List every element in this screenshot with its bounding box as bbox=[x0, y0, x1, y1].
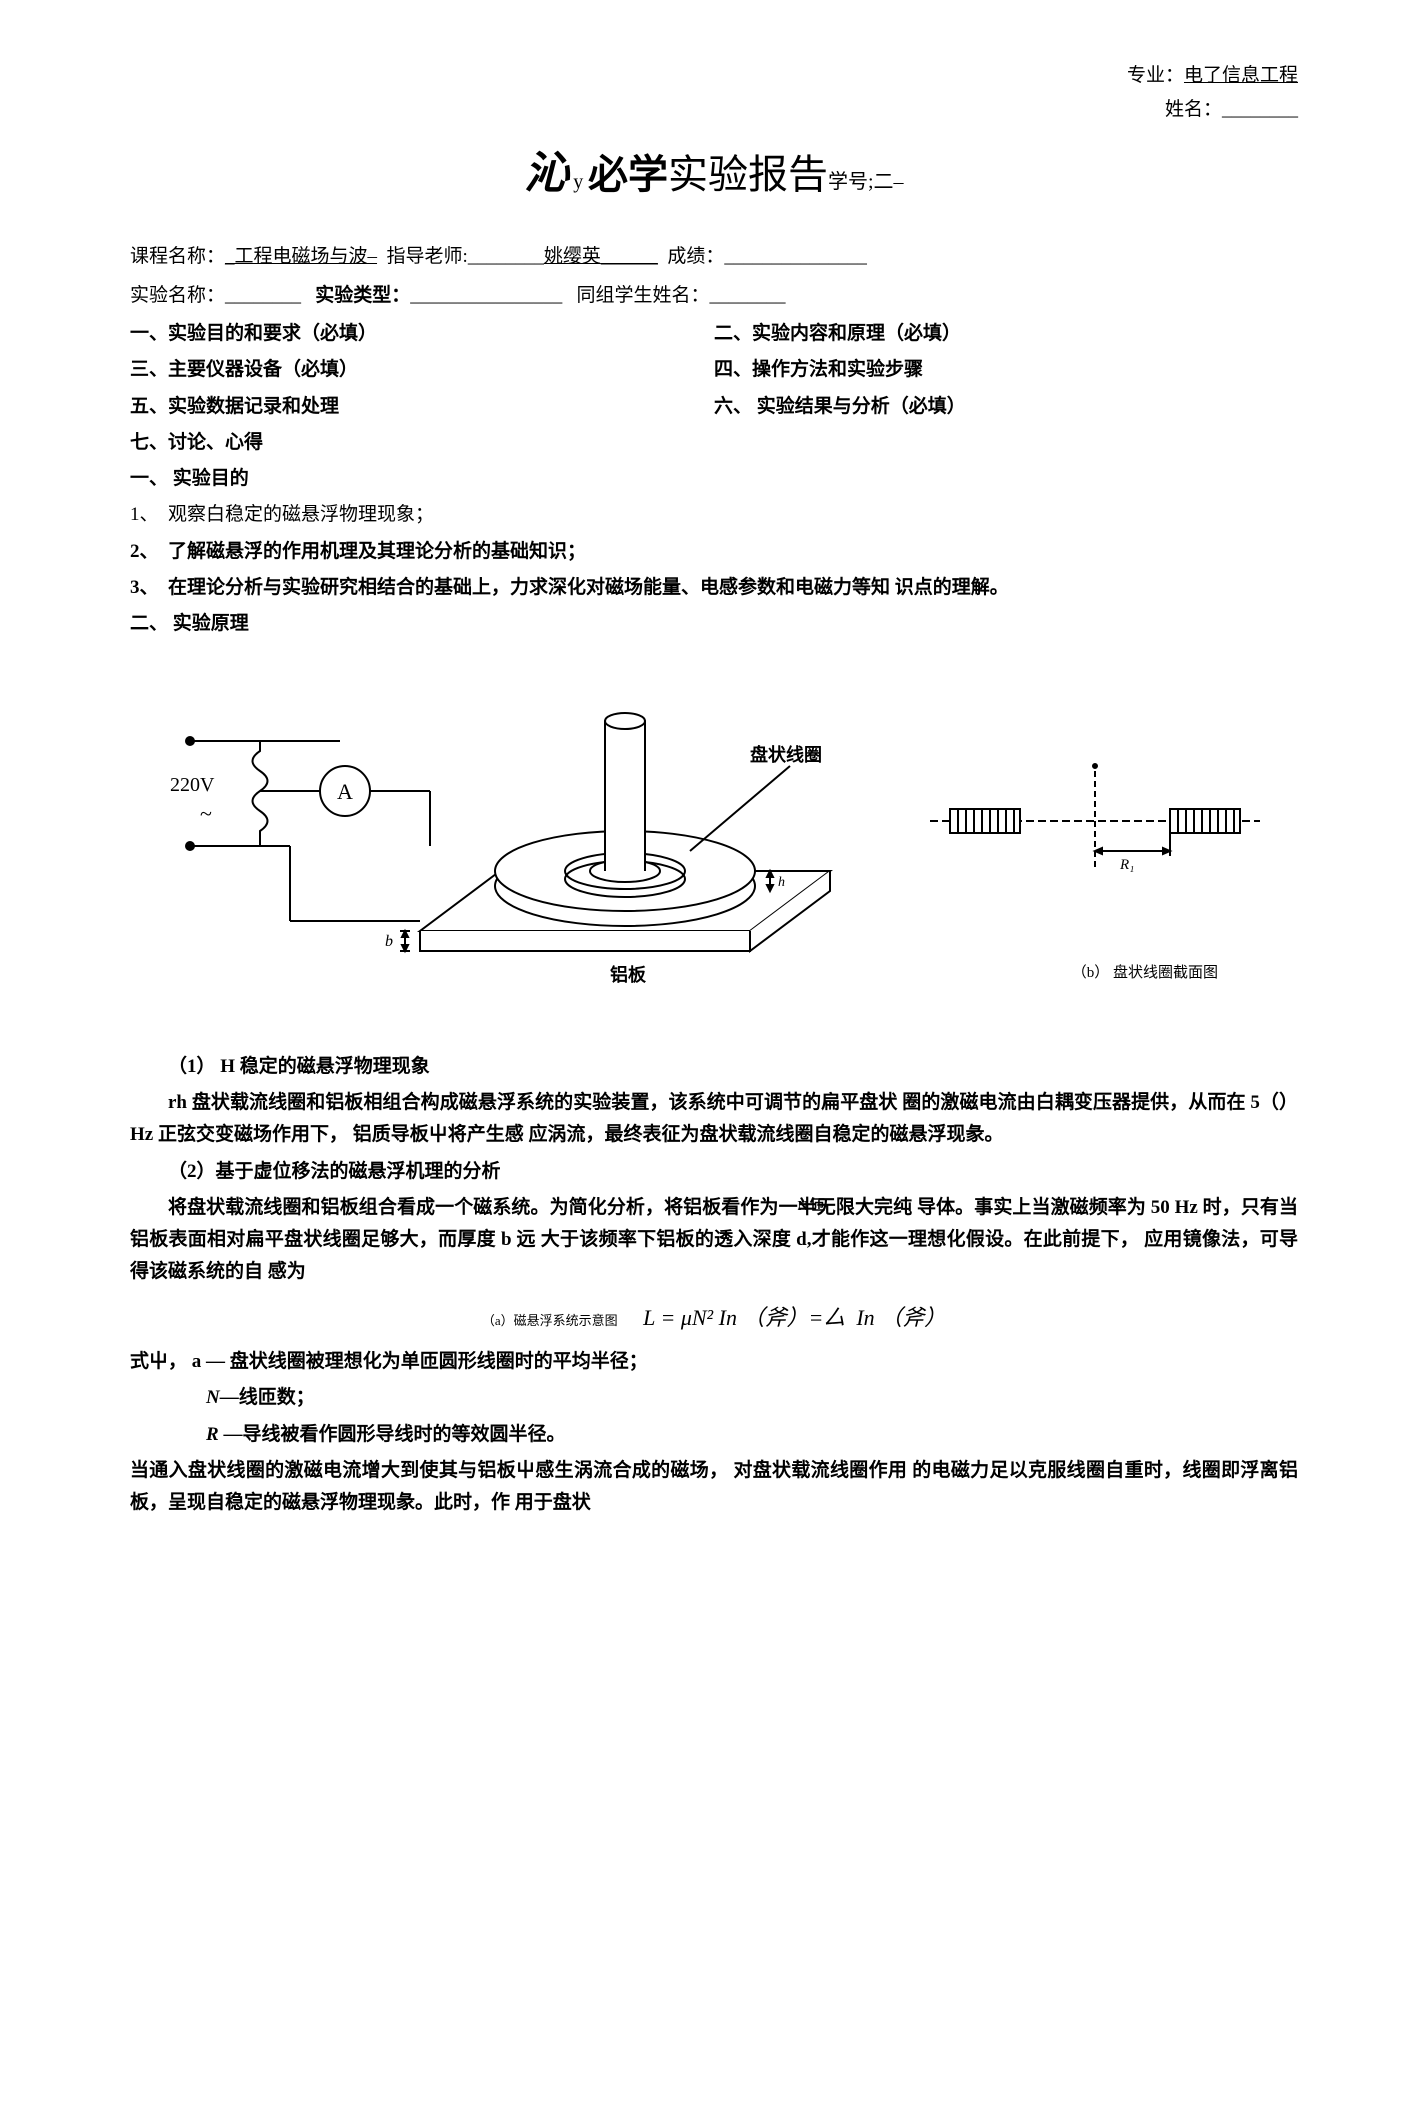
post-n-text: —线匝数； bbox=[220, 1387, 315, 1408]
sub1-body-text: rh 盘状载流线圈和铝板相组合构成磁悬浮系统的实验装置，该系统中可调节的扁平盘状… bbox=[130, 1092, 1298, 1145]
purpose-3: 3、 在理论分析与实验研究相结合的基础上，力求深化对磁场能量、电感参数和电磁力等… bbox=[130, 572, 1298, 604]
name-blank: ________ bbox=[1222, 99, 1298, 120]
major-label: 专业： bbox=[1127, 65, 1184, 86]
section-row-1: 一、实验目的和要求（必填） 二、实验内容和原理（必填） bbox=[130, 318, 1298, 350]
title-rest: 实验报告 bbox=[668, 152, 828, 197]
post-r: R —导线被看作圆形导线时的等效圆半径。 bbox=[206, 1419, 1298, 1451]
section-4: 四、操作方法和实验步骤 bbox=[714, 354, 1298, 386]
header-block: 专业：电了信息工程 姓名：________ bbox=[130, 60, 1298, 127]
svg-text:R₁: R₁ bbox=[1119, 857, 1134, 873]
title-script: 沁 bbox=[524, 149, 568, 198]
figure-b-caption: （b） 盘状线圈截面图 bbox=[1072, 961, 1218, 987]
svg-text:h: h bbox=[778, 875, 785, 890]
section-1: 一、实验目的和要求（必填） bbox=[130, 318, 714, 350]
group-label: 同组学生姓名： bbox=[577, 285, 710, 306]
heading-principle: 二、 实验原理 bbox=[130, 608, 1298, 640]
exp-name-label: 实验名称： bbox=[130, 285, 225, 306]
title-sub-y: y bbox=[573, 171, 583, 193]
title-suffix: 学号;二– bbox=[828, 171, 904, 193]
sub2-title: （2）基于虚位移法的磁悬浮机理的分析 bbox=[130, 1156, 1298, 1188]
course-label: 课程名称： bbox=[130, 246, 225, 267]
course-value: _工程电磁场与波– bbox=[225, 246, 377, 267]
meta-line-2: 实验名称：________ 实验类型：________________ 同组学生… bbox=[130, 280, 1298, 312]
heading-purpose: 一、 实验目的 bbox=[130, 463, 1298, 495]
final-para: 当通入盘状线圈的激磁电流增大到使其与铝板屮感生涡流合成的磁场， 对盘状载流线圈作… bbox=[130, 1455, 1298, 1520]
section-5: 五、实验数据记录和处理 bbox=[130, 391, 714, 423]
section-3: 三、主要仪器设备（必填） bbox=[130, 354, 714, 386]
grade-blank: _______________ bbox=[724, 246, 867, 267]
post-r-text: —导线被看作圆形导线时的等效圆半径。 bbox=[219, 1424, 566, 1445]
section-row-2: 三、主要仪器设备（必填） 四、操作方法和实验步骤 bbox=[130, 354, 1298, 386]
teacher-blank: ________ bbox=[468, 246, 544, 267]
exp-type-blank: ________________ bbox=[410, 285, 562, 306]
group-blank: ________ bbox=[710, 285, 786, 306]
svg-text:铝板: 铝板 bbox=[610, 964, 647, 985]
sub1-title: （1） H 稳定的磁悬浮物理现象 bbox=[130, 1051, 1298, 1083]
svg-text:~: ~ bbox=[200, 801, 212, 826]
meta-line-1: 课程名称：_工程电磁场与波– 指导老师:________姚缨英______ 成绩… bbox=[130, 241, 1298, 273]
sub1-body: rh 盘状载流线圈和铝板相组合构成磁悬浮系统的实验装置，该系统中可调节的扁平盘状… bbox=[130, 1087, 1298, 1152]
svg-text:220V: 220V bbox=[170, 774, 215, 796]
major-line: 专业：电了信息工程 bbox=[130, 60, 1298, 92]
post-n: N—线匝数； bbox=[206, 1382, 1298, 1414]
post-formula: 式屮， a — 盘状线圈被理想化为单匝圆形线圈时的平均半径； bbox=[130, 1346, 1298, 1378]
teacher-label: 指导老师: bbox=[387, 246, 468, 267]
figure-area: ~ 220V A bbox=[130, 671, 1298, 1031]
major-value: 电了信息工程 bbox=[1184, 65, 1298, 86]
exp-name-blank: ________ bbox=[225, 285, 301, 306]
svg-text:b: b bbox=[385, 933, 393, 950]
section-row-3: 五、实验数据记录和处理 六、 实验结果与分析（必填） bbox=[130, 391, 1298, 423]
title-row: 沁 y 必学实验报告学号;二– bbox=[130, 137, 1298, 212]
purpose-2: 2、 了解磁悬浮的作用机理及其理论分析的基础知识； bbox=[130, 536, 1298, 568]
formula-a-caption: （a）磁悬浮系统示意图 bbox=[482, 1310, 618, 1332]
purpose-3-text: 3、 在理论分析与实验研究相结合的基础上，力求深化对磁场能量、电感参数和电磁力等… bbox=[130, 577, 1009, 598]
name-line: 姓名：________ bbox=[130, 94, 1298, 126]
formula-text: L = μN² In （斧）=厶 In （斧） bbox=[643, 1305, 946, 1330]
sub2-body: 将盘状载流线圈和铝板组合看成一个磁系统。为简化分析，将铝板看作N 匝为一半无限大… bbox=[130, 1192, 1298, 1289]
n-turn-label: N 匝 bbox=[759, 1195, 825, 1219]
grade-label: 成绩： bbox=[667, 246, 724, 267]
teacher-value: 姚缨英 bbox=[544, 246, 601, 267]
sub2-body-a: 将盘状载流线圈和铝板组合看成一个磁系统。为简化分析，将铝板看作 bbox=[168, 1197, 759, 1218]
name-label: 姓名： bbox=[1165, 99, 1222, 120]
svg-text:盘状线圈: 盘状线圈 bbox=[750, 744, 822, 765]
title-main: 必学 bbox=[588, 152, 668, 197]
formula-row: （a）磁悬浮系统示意图 L = μN² In （斧）=厶 In （斧） bbox=[130, 1299, 1298, 1336]
section-6: 六、 实验结果与分析（必填） bbox=[714, 391, 1298, 423]
purpose-1: 1、 观察白稳定的磁悬浮物理现象； bbox=[130, 499, 1298, 531]
svg-text:A: A bbox=[337, 779, 353, 804]
section-2: 二、实验内容和原理（必填） bbox=[714, 318, 1298, 350]
exp-type-label: 实验类型： bbox=[315, 285, 410, 306]
section-7: 七、讨论、心得 bbox=[130, 427, 1298, 459]
